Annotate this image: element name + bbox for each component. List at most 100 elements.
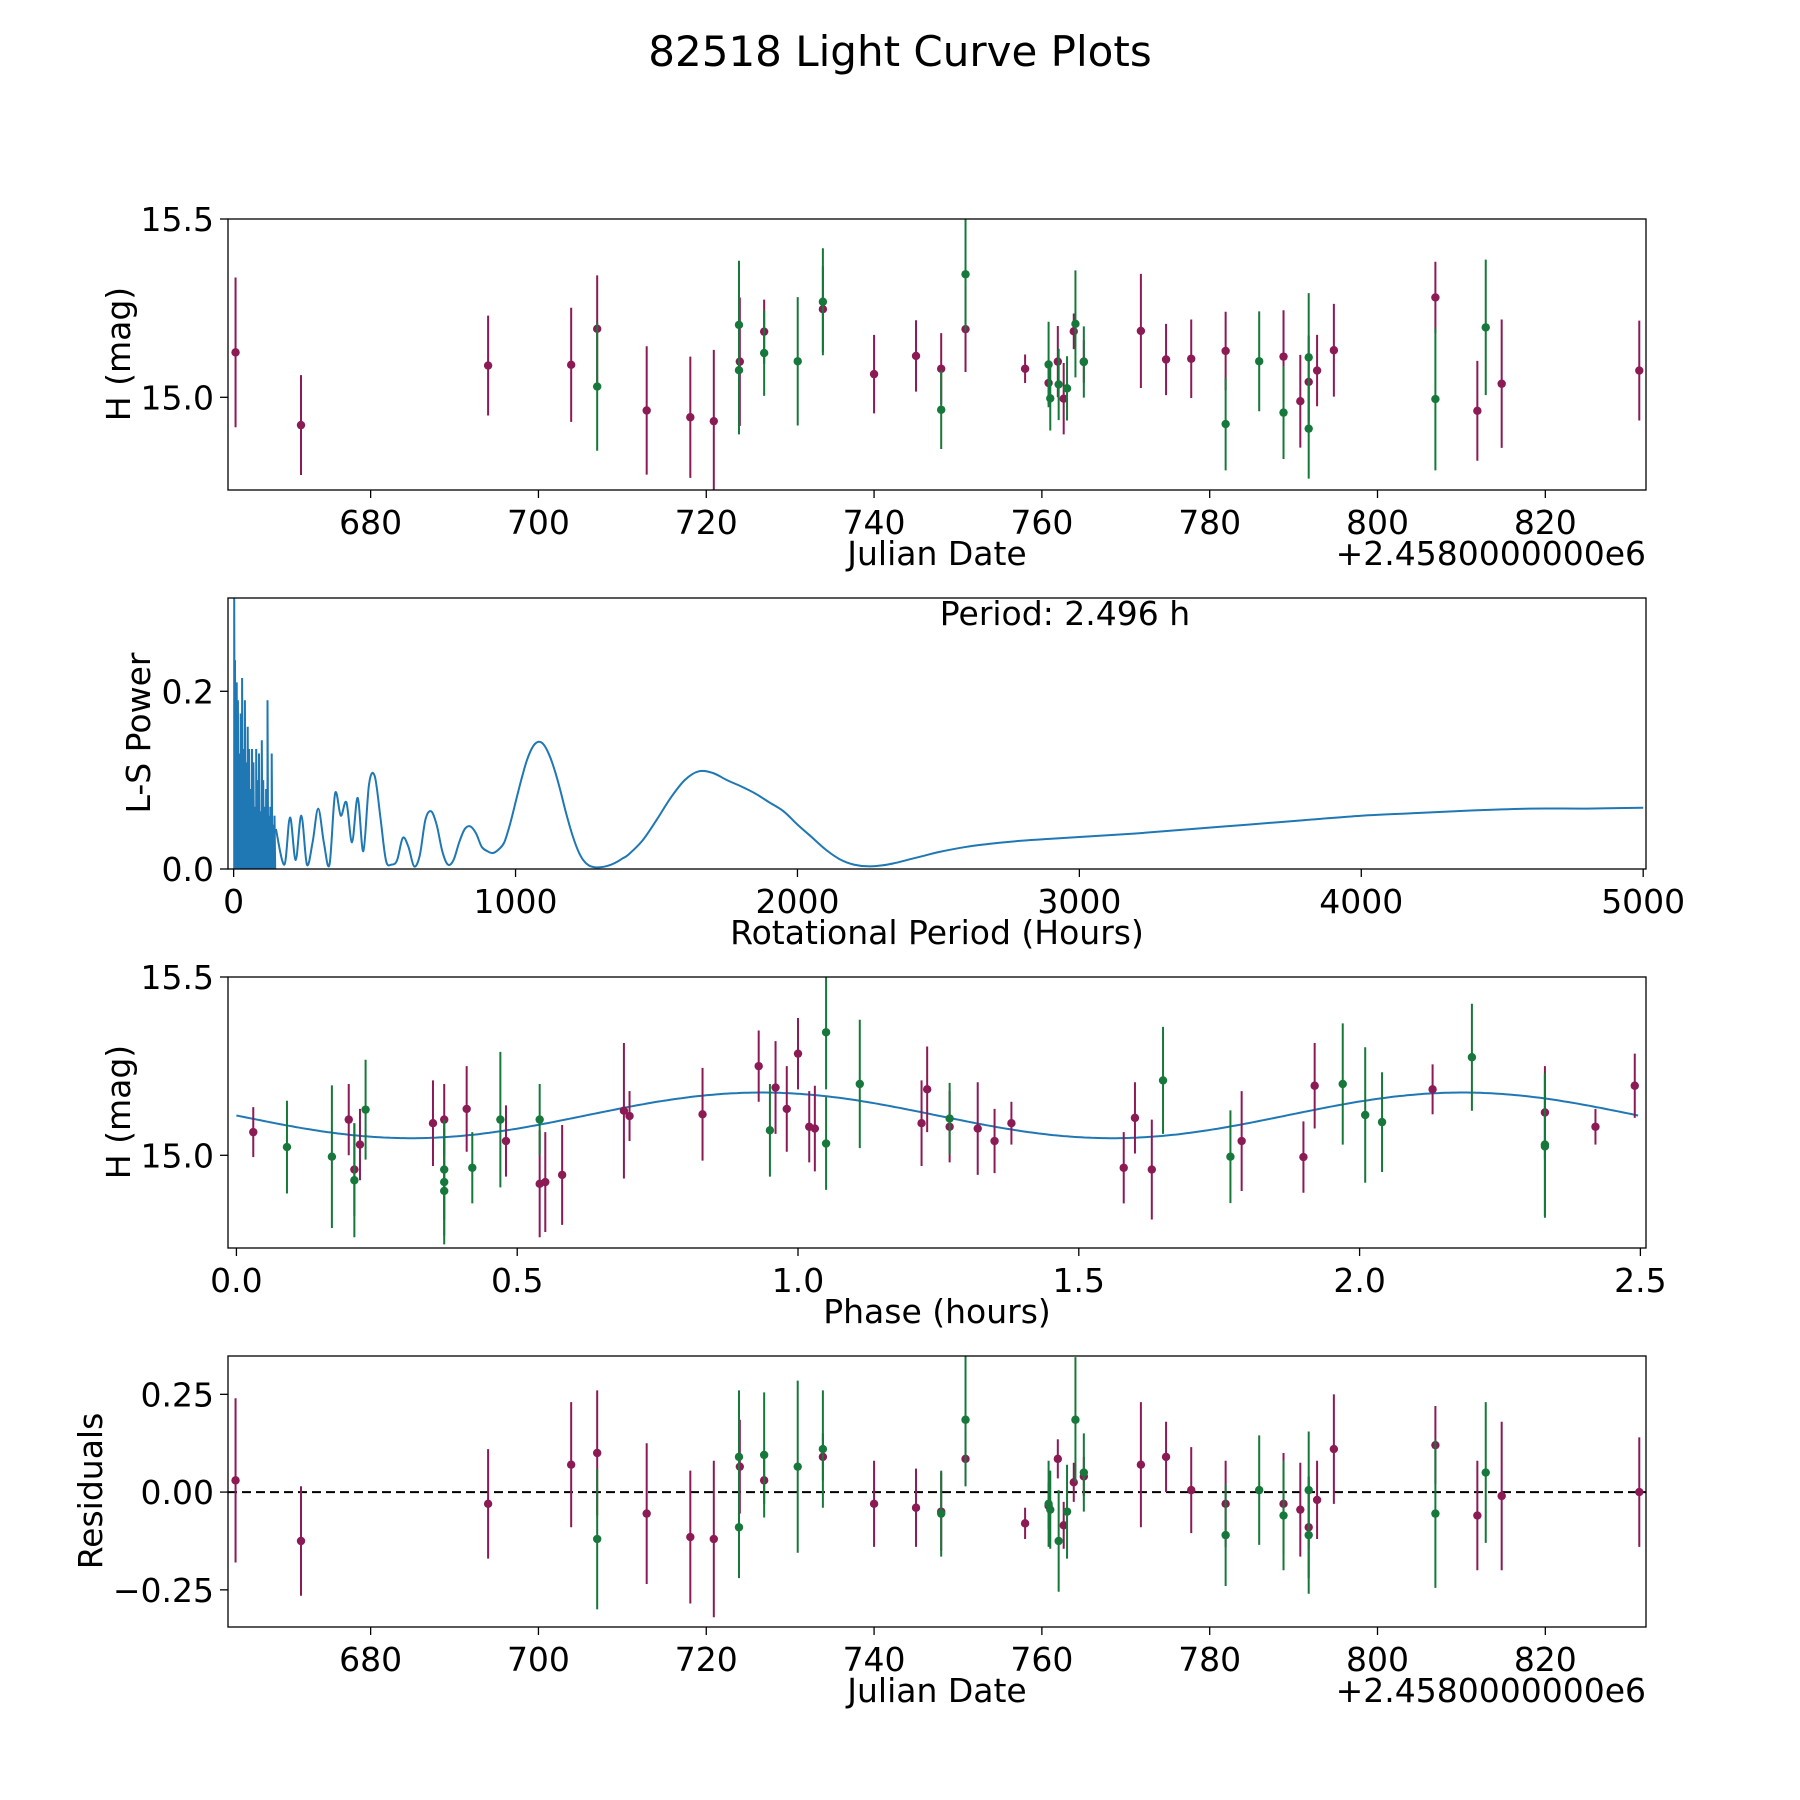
periodogram-x-tick-label: 2000 [755,882,839,921]
light-curve-point [759,348,769,358]
light-curve-point [709,416,719,426]
phase-point [1299,1152,1308,1162]
phase-y-label: H (mag) [99,1045,138,1179]
residuals-point [734,1523,744,1532]
residuals-point [1635,1487,1644,1497]
periodogram-x-label: Rotational Period (Hours) [730,913,1144,952]
residuals-y-label: Residuals [71,1413,110,1570]
residuals-y-tick-label: 0.00 [141,1473,214,1512]
periodogram-x-tick-label: 0 [223,882,244,921]
residuals-point [1071,1415,1080,1424]
light-curve-point [869,369,879,379]
phase-point [771,1083,780,1092]
phase-point [754,1061,763,1071]
phase-x-tick-label: 1.0 [772,1261,824,1300]
residuals-point [1473,1511,1482,1520]
periodogram-dense-peaks [233,598,277,869]
residuals-ticks: 680 700 720 740 760 780 800 820 0.25 0.00 −0.25 [113,1375,1577,1679]
light-curve-point [1071,319,1080,329]
residuals-x-tick-label: 800 [1346,1640,1409,1679]
light-curve-x-tick-label: 720 [675,503,738,542]
phase-point [1147,1165,1157,1174]
light-curve-point [1473,406,1482,416]
phase-x-tick-label: 2.0 [1333,1261,1385,1300]
phase-point [1377,1117,1387,1127]
light-curve-point [1279,408,1288,417]
residuals-point [642,1509,651,1518]
residuals-point [1062,1507,1072,1516]
phase-point [821,1139,831,1148]
light-curve-point [818,297,828,306]
residuals-panel: 680 700 720 740 760 780 800 820 0.25 0.00 −0.25 Ju… [71,1355,1647,1710]
residuals-point [592,1534,602,1544]
phase-x-tick-label: 2.5 [1614,1261,1666,1300]
light-curve-point [686,413,695,422]
phase-point [821,1028,831,1037]
residuals-point [1161,1452,1171,1462]
periodogram-curve [274,740,1644,869]
residuals-point [296,1536,306,1546]
light-curve-y-label: H (mag) [99,287,138,421]
residuals-marks [228,1356,1646,1618]
phase-point [462,1104,471,1114]
residuals-point [1329,1444,1339,1454]
phase-point [1630,1081,1639,1090]
light-curve-x-tick-label: 740 [843,503,906,542]
residuals-point [1046,1505,1055,1514]
residuals-point [592,1448,602,1458]
phase-point [1540,1142,1550,1151]
phase-point [1428,1085,1437,1094]
residuals-point [1053,1454,1063,1464]
light-curve-point [296,420,306,430]
light-curve-x-label: Julian Date [845,534,1027,573]
residuals-point [686,1532,695,1542]
phase-point [810,1124,820,1133]
residuals-y-tick-label: −0.25 [113,1571,214,1610]
phase-point [428,1118,438,1128]
residuals-point [818,1444,828,1454]
residuals-point [1221,1530,1230,1540]
residuals-point [1481,1468,1490,1477]
light-curve-point [1329,346,1339,355]
residuals-point [1497,1491,1506,1501]
residuals-frame [227,1355,1647,1628]
phase-y-tick-label: 15.0 [141,1136,214,1175]
phase-point [625,1111,634,1121]
phase-point [1237,1136,1246,1146]
light-curve-point [793,357,802,366]
light-curve-point [1069,327,1078,336]
periodogram-annotation: Period: 2.496 h [940,594,1190,633]
phase-point [535,1115,544,1124]
residuals-x-tick-label: 720 [675,1640,738,1679]
phase-point [973,1124,982,1133]
light-curve-y-tick-label: 15.0 [141,378,214,417]
residuals-point [1431,1509,1440,1518]
phase-y-tick-label: 15.5 [141,958,214,997]
phase-point [765,1126,775,1135]
phase-point [855,1079,864,1089]
phase-point [793,1049,803,1058]
phase-point [355,1140,365,1149]
phase-point [619,1106,629,1115]
residuals-point [231,1476,240,1485]
periodogram-y-tick-label: 0.0 [162,850,214,889]
phase-point [468,1163,477,1172]
periodogram-x-tick-label: 3000 [1037,882,1121,921]
light-curve-point [1187,354,1196,363]
light-curve-point [1304,424,1313,433]
periodogram-frame [227,597,1647,870]
light-curve-offset-text: +2.4580000000e6 [1336,534,1646,573]
periodogram-x-tick-label: 1000 [474,882,558,921]
light-curve-panel: 680 700 720 740 760 780 800 820 15.0 15.5 Julian … [99,200,1647,573]
light-curve-point [1481,323,1490,332]
light-curve-point [1431,394,1440,404]
residuals-point [1312,1495,1322,1505]
phase-point [990,1136,999,1146]
residuals-point [1187,1485,1196,1495]
residuals-x-tick-label: 820 [1514,1640,1577,1679]
light-curve-point [1312,366,1322,375]
light-curve-point [1020,364,1030,373]
light-curve-point [936,364,946,373]
phase-x-tick-label: 0.0 [210,1261,262,1300]
phase-fit-curve [236,1091,1639,1140]
